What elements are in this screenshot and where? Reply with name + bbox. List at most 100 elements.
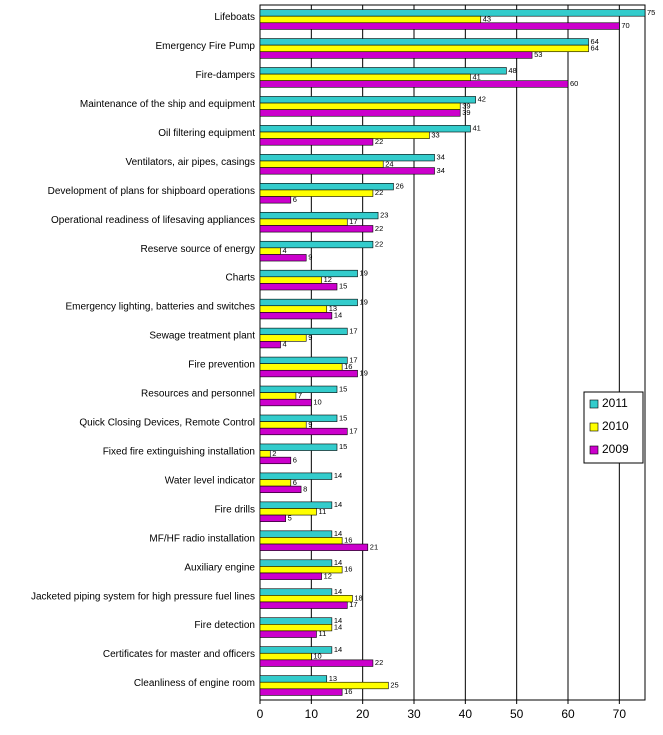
bar	[259, 537, 343, 545]
value-label: 6	[293, 478, 297, 487]
bar	[259, 22, 620, 30]
value-label: 25	[390, 681, 398, 690]
value-label: 48	[508, 66, 516, 75]
bar	[259, 675, 328, 683]
bar	[259, 443, 338, 451]
category-label: Certificates for master and officers	[103, 649, 255, 660]
x-tick-label: 50	[510, 707, 524, 721]
bar	[259, 595, 353, 603]
value-label: 9	[308, 333, 312, 342]
value-label: 21	[370, 542, 378, 551]
value-label: 11	[318, 629, 326, 638]
category-label: Jacketed piping system for high pressure…	[31, 591, 255, 602]
value-label: 23	[380, 211, 388, 220]
category-label: Fire detection	[194, 620, 255, 631]
x-tick-label: 30	[407, 707, 421, 721]
bar	[259, 369, 358, 378]
value-label: 34	[437, 166, 445, 175]
bar	[259, 530, 333, 538]
bar	[259, 414, 338, 422]
bar	[259, 167, 435, 175]
value-label: 60	[570, 79, 578, 88]
value-label: 15	[339, 384, 347, 393]
bar	[259, 601, 348, 609]
bar	[259, 225, 374, 233]
value-label: 16	[344, 536, 352, 545]
value-label: 15	[339, 282, 347, 291]
value-label: 39	[462, 101, 470, 110]
bar	[259, 472, 333, 480]
bar	[259, 15, 482, 24]
bar	[259, 38, 589, 46]
value-label: 14	[334, 645, 342, 654]
value-label: 75	[647, 8, 655, 17]
bar	[259, 305, 328, 313]
value-label: 43	[483, 14, 491, 23]
category-label: Water level indicator	[165, 475, 256, 486]
value-label: 6	[293, 455, 297, 464]
x-tick-label: 0	[257, 707, 264, 721]
bar	[259, 652, 312, 661]
value-label: 6	[293, 195, 297, 204]
category-label: Fire drills	[214, 504, 255, 515]
bar	[259, 9, 646, 17]
value-label: 8	[303, 484, 307, 493]
bar	[259, 630, 317, 638]
bar	[259, 73, 471, 81]
category-label: Fixed fire extinguishing installation	[103, 446, 255, 457]
bar	[259, 269, 358, 278]
value-label: 64	[591, 43, 599, 52]
legend-label: 2009	[602, 442, 629, 456]
value-label: 53	[534, 50, 542, 59]
bar	[259, 681, 389, 690]
bar	[259, 450, 271, 458]
legend-label: 2010	[602, 419, 629, 433]
value-label: 15	[339, 442, 347, 451]
bar	[259, 385, 338, 393]
value-label: 14	[334, 587, 342, 596]
bar	[259, 240, 374, 249]
bar	[259, 109, 461, 117]
value-label: 14	[334, 311, 342, 320]
value-label: 41	[472, 72, 480, 81]
category-label: MF/HF radio installation	[149, 533, 255, 544]
bar	[259, 298, 358, 307]
category-label: Reserve source of energy	[140, 244, 255, 255]
bar	[259, 479, 292, 487]
value-label: 10	[313, 398, 321, 407]
category-label: Emergency Fire Pump	[156, 41, 256, 52]
bar	[259, 327, 348, 336]
value-label: 22	[375, 188, 383, 197]
category-label: Cleanliness of engine room	[134, 678, 255, 689]
x-tick-label: 40	[459, 707, 473, 721]
value-label: 19	[360, 297, 368, 306]
category-label: Resources and personnel	[141, 389, 255, 400]
value-label: 9	[308, 253, 312, 262]
value-label: 16	[344, 565, 352, 574]
bar	[259, 51, 533, 59]
category-label: Operational readiness of lifesaving appl…	[51, 215, 255, 226]
value-label: 17	[349, 326, 357, 335]
bar	[259, 659, 374, 667]
bar	[259, 514, 286, 522]
value-label: 13	[329, 304, 337, 313]
value-label: 4	[283, 340, 287, 349]
bar	[259, 211, 379, 220]
legend-swatch	[589, 445, 599, 455]
value-label: 17	[349, 217, 357, 226]
value-label: 26	[395, 182, 403, 191]
bar	[259, 543, 369, 551]
value-label: 19	[360, 268, 368, 277]
bar	[259, 160, 384, 168]
value-label: 14	[334, 558, 342, 567]
value-label: 16	[344, 362, 352, 371]
bar	[259, 341, 281, 349]
category-label: Auxiliary engine	[184, 562, 255, 573]
category-label: Fire-dampers	[196, 70, 255, 81]
value-label: 34	[437, 153, 445, 162]
bar	[259, 427, 348, 436]
value-label: 5	[288, 513, 292, 522]
category-label: Emergency lighting, batteries and switch…	[65, 302, 255, 313]
value-label: 17	[349, 426, 357, 435]
